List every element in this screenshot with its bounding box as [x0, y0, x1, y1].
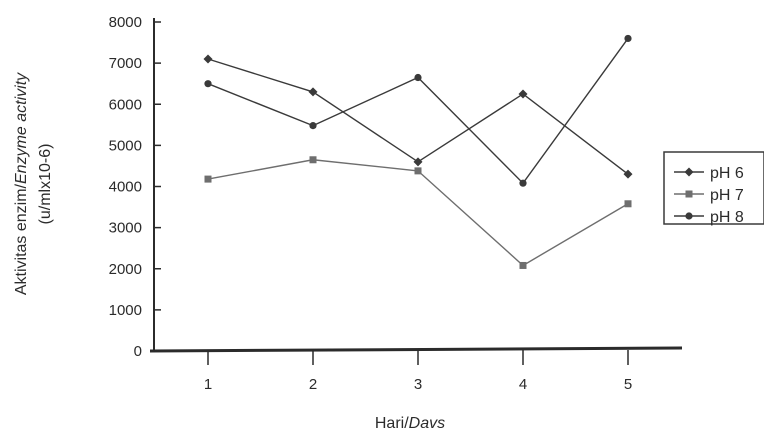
y-tick-label: 8000 [109, 14, 142, 31]
series-ph7 [204, 156, 632, 269]
y-tick-label: 7000 [109, 55, 142, 72]
y-axis-title-line1: Aktivitas enzim/Enzyme activity [13, 72, 30, 295]
y-tick-label: 4000 [109, 179, 142, 196]
series-ph6 [203, 54, 633, 179]
data-point-ph6 [413, 157, 423, 167]
axes [149, 18, 683, 353]
legend-marker-ph8 [685, 212, 693, 220]
data-point-ph8 [309, 122, 317, 130]
y-axis-title-part-b: Enzyme activity [13, 72, 30, 184]
series-ph8 [204, 34, 632, 187]
data-point-ph6 [203, 54, 213, 64]
y-tick-label: 2000 [109, 261, 142, 278]
series-line-ph7 [207, 159, 629, 267]
y-tick-label: 1000 [109, 302, 142, 319]
data-point-ph8 [519, 179, 527, 187]
y-axis-ticks: 0 1000 2000 3000 4000 5000 6000 7000 8000 [109, 14, 161, 360]
x-tick-label: 3 [414, 376, 422, 393]
x-axis-title-part-a: Hari/ [375, 415, 409, 432]
x-axis-ticks: 1 2 3 4 5 [204, 350, 632, 393]
x-axis-line [149, 346, 683, 353]
x-axis-title-part-b: Davs [409, 415, 445, 432]
data-point-ph8 [624, 34, 632, 43]
data-point-ph7 [624, 200, 632, 208]
legend-label-ph6: pH 6 [710, 165, 744, 182]
legend: pH 6 pH 7 pH 8 [663, 151, 764, 226]
y-tick-label: 6000 [109, 96, 142, 113]
series-layer [203, 34, 633, 269]
y-tick-label: 3000 [109, 220, 142, 237]
x-tick-label: 4 [519, 376, 527, 393]
legend-box [663, 151, 764, 225]
x-tick-label: 5 [624, 376, 632, 393]
y-tick-label: 5000 [109, 137, 142, 154]
data-point-ph6 [623, 169, 633, 179]
x-tick-label: 1 [204, 376, 212, 393]
x-tick-label: 2 [309, 376, 317, 393]
legend-label-ph8: pH 8 [710, 209, 744, 226]
data-point-ph6 [308, 87, 318, 97]
data-point-ph8 [414, 73, 422, 82]
y-tick-label: 0 [134, 343, 142, 360]
legend-marker-ph6 [684, 167, 694, 177]
y-axis-title-line2: (u/mlx10-6) [37, 144, 54, 225]
legend-label-ph7: pH 7 [710, 187, 744, 204]
data-point-ph7 [309, 156, 317, 164]
data-point-ph7 [519, 261, 527, 269]
data-point-ph7 [414, 167, 422, 175]
x-axis-title: Hari/Davs [375, 415, 445, 432]
data-point-ph7 [204, 175, 212, 183]
data-point-ph6 [518, 89, 528, 99]
y-axis-title-part-a: Aktivitas enzim/ [13, 183, 30, 295]
data-point-ph8 [204, 80, 212, 88]
legend-marker-ph7 [685, 190, 693, 198]
